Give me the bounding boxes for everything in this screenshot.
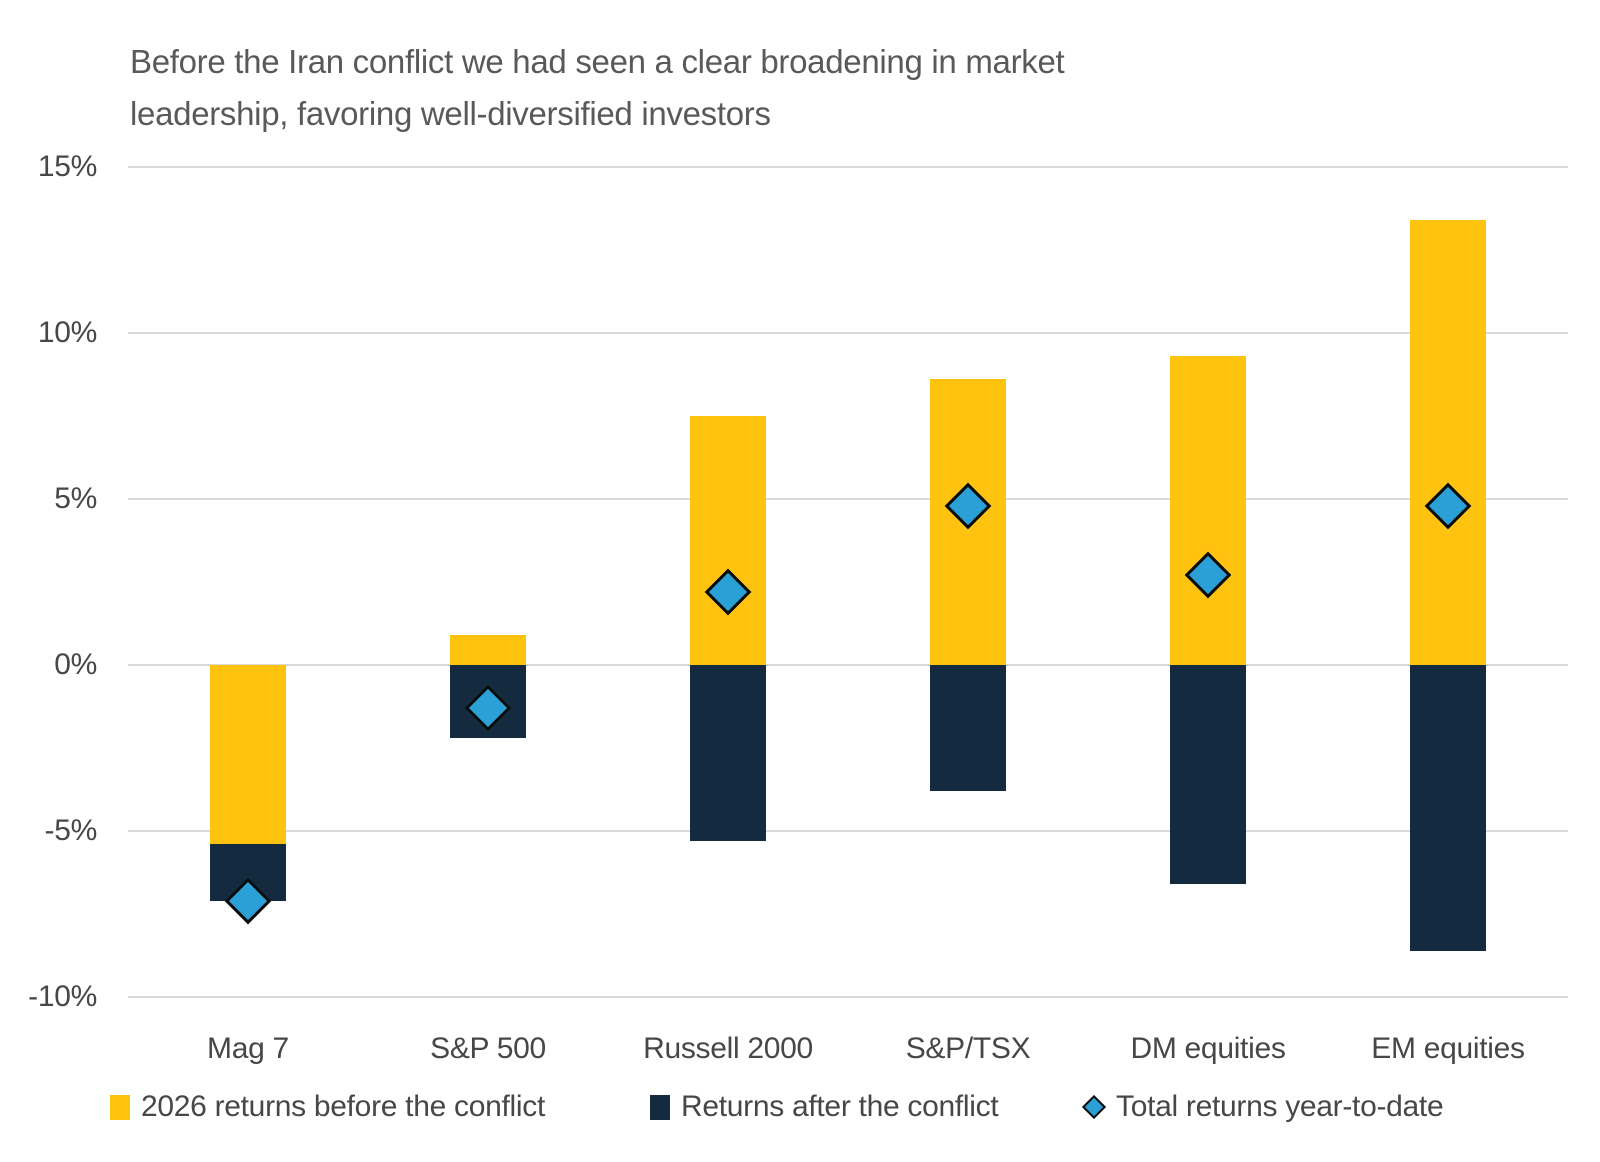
y-axis-tick-label-5: -5% [44, 814, 98, 847]
y-axis-tick-label-5: 5% [54, 482, 97, 515]
chart-title-line1: Before the Iran conflict we had seen a c… [130, 43, 1065, 80]
x-axis-label-mag-7: Mag 7 [207, 1032, 289, 1065]
y-axis-tick-label-0: 0% [54, 648, 97, 681]
y-axis-tick-label-10: 10% [37, 316, 97, 349]
gridline-10 [128, 996, 1568, 998]
y-axis-tick-label-10: -10% [28, 980, 97, 1013]
legend-item-total-ytd: Total returns year-to-date [1080, 1084, 1444, 1130]
gridline-10 [128, 332, 1568, 334]
bar-s-p-500-series-1 [450, 635, 526, 665]
gridline-0 [128, 664, 1568, 666]
bar-em-equities-series-1 [1410, 220, 1486, 665]
bar-mag-7-series-1 [210, 665, 286, 845]
legend-swatch-after-conflict-icon [650, 1094, 670, 1120]
bar-dm-equities-series-1 [1170, 356, 1246, 665]
bar-em-equities-series-2 [1410, 665, 1486, 951]
legend-label-before-conflict: 2026 returns before the conflict [141, 1090, 545, 1123]
legend-diamond-icon [1080, 1093, 1108, 1121]
bar-s-p-tsx-series-2 [930, 665, 1006, 792]
legend-label-after-conflict: Returns after the conflict [681, 1090, 999, 1123]
x-axis-label-s-p-tsx: S&P/TSX [905, 1032, 1031, 1065]
x-axis-label-dm-equities: DM equities [1130, 1032, 1286, 1065]
x-axis-label-s-p-500: S&P 500 [430, 1032, 546, 1065]
diamond-marker-icon [1081, 1094, 1107, 1120]
gridline-15 [128, 166, 1568, 168]
y-axis-tick-label-15: 15% [37, 150, 97, 183]
gridline-5 [128, 830, 1568, 832]
legend-item-before-conflict: 2026 returns before the conflict [110, 1084, 545, 1130]
bar-russell-2000-series-1 [690, 416, 766, 665]
bar-dm-equities-series-2 [1170, 665, 1246, 885]
legend-swatch-before-conflict-icon [110, 1094, 130, 1120]
gridline-5 [128, 498, 1568, 500]
legend-label-total-ytd: Total returns year-to-date [1116, 1090, 1444, 1123]
bar-russell-2000-series-2 [690, 665, 766, 841]
chart-title-line2: leadership, favoring well-diversified in… [130, 95, 771, 132]
legend-item-after-conflict: Returns after the conflict [650, 1084, 999, 1130]
x-axis-label-em-equities: EM equities [1371, 1032, 1525, 1065]
legend: 2026 returns before the conflict Returns… [0, 1084, 1600, 1130]
x-axis-label-russell-2000: Russell 2000 [643, 1032, 813, 1065]
chart-title: Before the Iran conflict we had seen a c… [130, 36, 1330, 140]
